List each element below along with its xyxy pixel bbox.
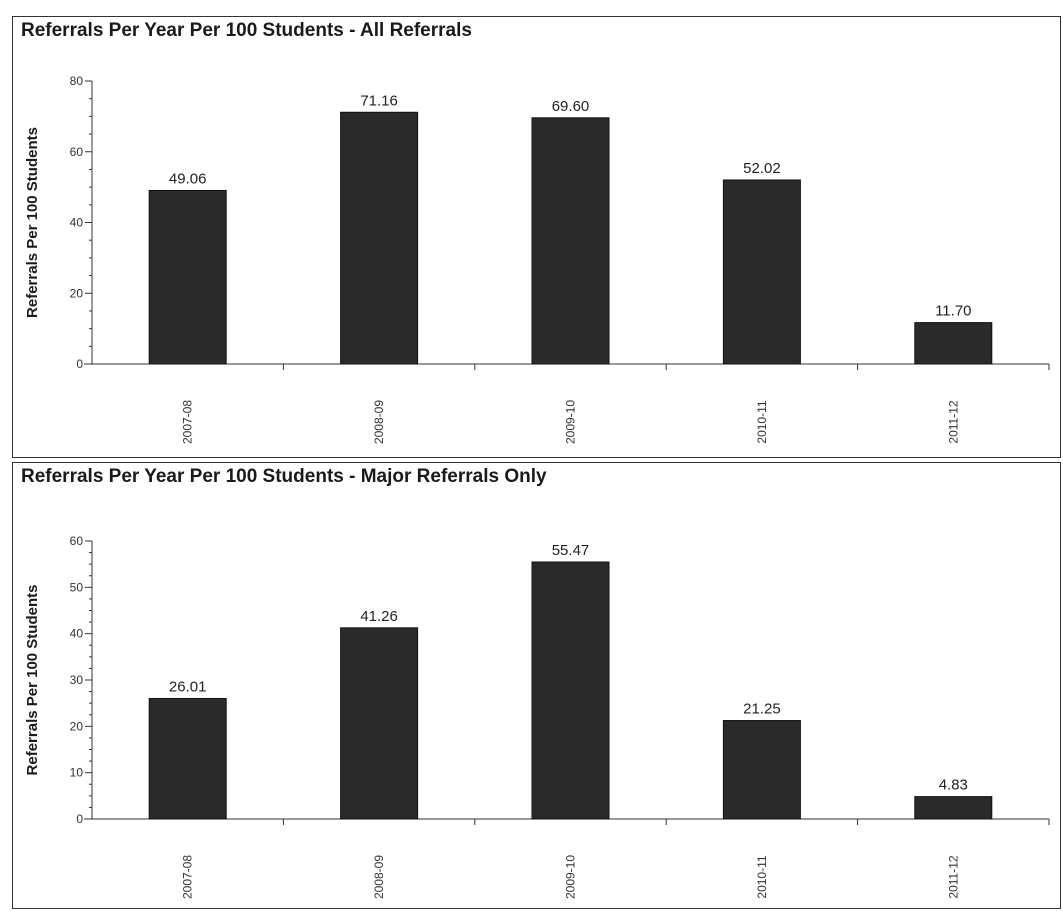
x-tick-label: 2009-10 bbox=[564, 855, 578, 899]
bar-2009-10 bbox=[531, 561, 610, 820]
bar-2009-10 bbox=[531, 117, 610, 365]
y-tick-label: 20 bbox=[70, 719, 84, 733]
x-tick-label: 2008-09 bbox=[372, 400, 386, 444]
data-label: 26.01 bbox=[169, 678, 207, 695]
y-tick-label: 30 bbox=[70, 673, 84, 687]
data-label: 52.02 bbox=[743, 160, 781, 177]
bar-2007-08 bbox=[148, 189, 227, 365]
y-tick-label: 0 bbox=[76, 357, 83, 371]
data-label: 21.25 bbox=[743, 701, 781, 718]
y-tick-label: 0 bbox=[76, 812, 83, 826]
x-tick-label: 2011-12 bbox=[946, 400, 960, 443]
data-label: 71.16 bbox=[360, 92, 398, 109]
bar-2007-08 bbox=[148, 697, 227, 820]
bar-2008-09 bbox=[340, 627, 419, 820]
data-label: 11.70 bbox=[935, 303, 971, 320]
y-axis-label: Referrals Per 100 Students bbox=[24, 127, 41, 318]
y-tick-label: 60 bbox=[70, 145, 84, 159]
bar-2011-12 bbox=[914, 322, 993, 365]
data-label: 41.26 bbox=[360, 608, 398, 625]
x-tick-label: 2010-11 bbox=[755, 400, 769, 443]
data-label: 69.60 bbox=[552, 98, 590, 115]
chart-panel-major-referrals: Referrals Per Year Per 100 Students - Ma… bbox=[12, 462, 1061, 909]
y-tick-label: 50 bbox=[70, 580, 84, 594]
x-tick-label: 2008-09 bbox=[372, 855, 386, 899]
chart-major-referrals: 0 10 20 30 40 50 60 Referrals Per 100 Students 2… bbox=[24, 534, 1050, 899]
data-label: 49.06 bbox=[169, 170, 207, 187]
y-axis-label: Referrals Per 100 Students bbox=[24, 585, 41, 776]
y-tick-label: 20 bbox=[70, 286, 84, 300]
x-tick-label: 2009-10 bbox=[564, 400, 578, 444]
chart-all-referrals: 0 20 40 60 80 Referrals Per 100 Students 49.06… bbox=[24, 74, 1050, 444]
x-tick-label: 2010-11 bbox=[755, 855, 769, 898]
y-tick-label: 40 bbox=[70, 216, 84, 230]
y-tick-label: 10 bbox=[70, 766, 84, 780]
bar-2010-11 bbox=[722, 179, 801, 365]
chart-title-all-referrals: Referrals Per Year Per 100 Students - Al… bbox=[21, 20, 472, 41]
x-tick-label: 2007-08 bbox=[181, 400, 195, 444]
data-label: 4.83 bbox=[939, 777, 968, 794]
y-tick-label: 80 bbox=[70, 74, 84, 88]
data-label: 55.47 bbox=[552, 542, 590, 559]
y-tick-label: 40 bbox=[70, 627, 84, 641]
chart-panel-all-referrals: Referrals Per Year Per 100 Students - Al… bbox=[12, 16, 1061, 458]
bar-2008-09 bbox=[340, 111, 419, 365]
x-tick-label: 2007-08 bbox=[181, 855, 195, 899]
y-tick-label: 60 bbox=[70, 534, 84, 548]
chart-title-major-referrals: Referrals Per Year Per 100 Students - Ma… bbox=[21, 466, 547, 487]
bar-2011-12 bbox=[914, 796, 993, 820]
bar-2010-11 bbox=[722, 720, 801, 820]
x-tick-label: 2011-12 bbox=[946, 855, 960, 898]
